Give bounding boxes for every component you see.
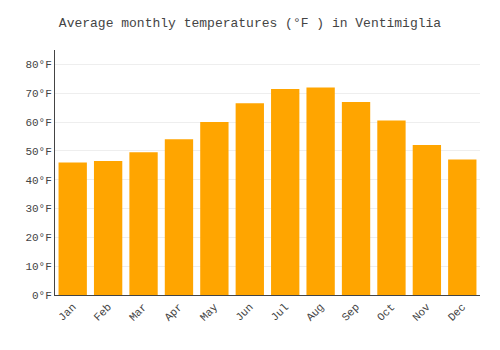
svg-text:Jan: Jan [56,301,78,323]
svg-text:Apr: Apr [162,301,184,323]
svg-text:10°F: 10°F [25,261,51,273]
svg-text:Average monthly temperatures (: Average monthly temperatures (°F ) in Ve… [59,16,441,31]
svg-text:Aug: Aug [304,301,326,323]
svg-text:60°F: 60°F [25,117,51,129]
svg-text:Nov: Nov [410,301,433,324]
svg-text:Dec: Dec [446,301,468,323]
svg-text:70°F: 70°F [25,88,51,100]
svg-text:30°F: 30°F [25,203,51,215]
svg-text:80°F: 80°F [25,59,51,71]
svg-text:Feb: Feb [92,301,114,323]
svg-text:0°F: 0°F [32,290,52,302]
svg-text:Mar: Mar [127,301,149,323]
svg-text:Sep: Sep [340,301,362,323]
svg-text:Jul: Jul [269,301,291,323]
svg-text:40°F: 40°F [25,175,51,187]
svg-text:May: May [198,301,221,324]
svg-text:50°F: 50°F [25,146,51,158]
svg-text:20°F: 20°F [25,232,51,244]
svg-text:Oct: Oct [375,301,397,323]
svg-text:Jun: Jun [233,301,255,323]
